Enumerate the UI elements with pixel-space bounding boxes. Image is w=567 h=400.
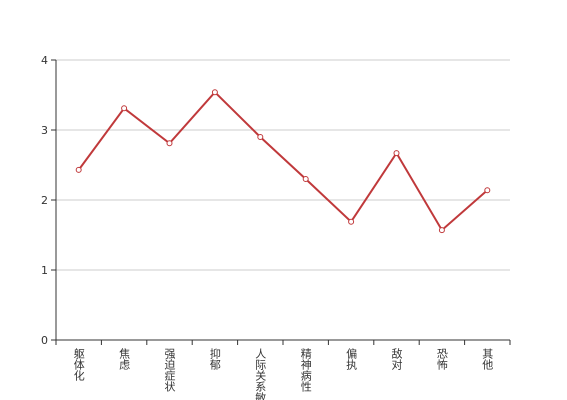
point [166,140,173,147]
x-tick-label: 焦虑 [118,348,131,370]
x-tick-label: 其他 [481,348,494,370]
line [77,90,488,232]
y-tick-label: 3 [41,124,48,137]
y-tick-label: 0 [41,334,48,347]
x-tick-label: 人际关系敏感 [254,348,267,400]
point [302,176,309,182]
point [211,89,218,96]
y-tick-label: 4 [41,54,48,67]
point [257,134,264,140]
point [484,187,491,194]
point [438,227,445,234]
x-tick-label: 强迫症状 [163,348,176,392]
point [348,218,355,225]
y-tick-label: 1 [41,264,48,277]
point [121,105,128,112]
x-tick-label: 躯体化 [72,348,85,382]
x-tick-label: 抑郁 [208,347,221,370]
point [393,150,400,157]
y-tick-label: 2 [41,194,48,207]
x-tick-label: 敌对 [390,347,403,370]
x-tick-label: 精神病性 [299,348,312,393]
x-tick-label: 偏执 [345,347,358,371]
x-tick-label: 恐怖 [435,348,448,370]
point [75,166,82,173]
